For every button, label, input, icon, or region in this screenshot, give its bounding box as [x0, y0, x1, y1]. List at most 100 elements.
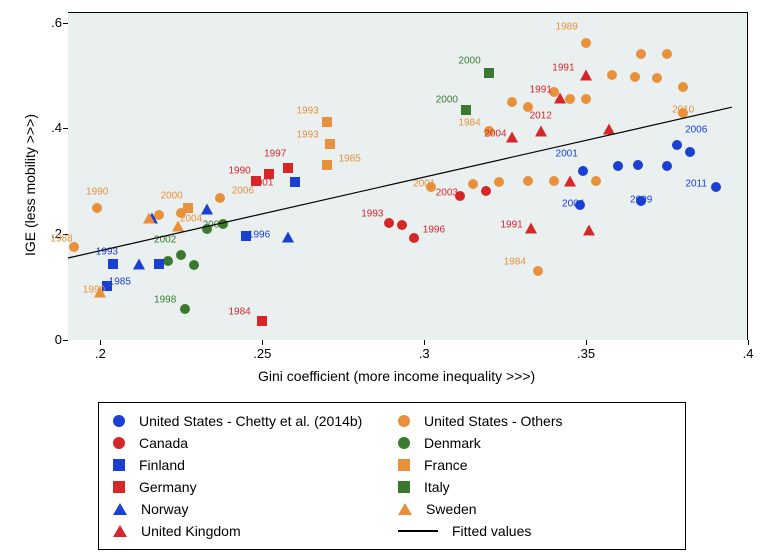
data-point — [409, 233, 419, 243]
data-point — [325, 139, 335, 149]
legend-item: Fitted values — [398, 521, 671, 541]
legend-item: France — [398, 455, 671, 475]
legend-label: Italy — [424, 479, 450, 495]
legend-item: Finland — [113, 455, 386, 475]
data-point — [662, 161, 672, 171]
data-point — [633, 160, 643, 170]
legend-label: Sweden — [426, 501, 477, 517]
data-point — [264, 169, 274, 179]
x-tick-label: .25 — [242, 346, 282, 361]
data-point — [565, 94, 575, 104]
data-point — [69, 242, 79, 252]
legend-item: United Kingdom — [113, 521, 386, 541]
y-tick-label: .6 — [32, 15, 62, 30]
data-point — [481, 186, 491, 196]
data-point — [711, 182, 721, 192]
data-point — [215, 193, 225, 203]
data-point — [426, 182, 436, 192]
data-point — [218, 219, 228, 229]
legend-label: Germany — [139, 479, 197, 495]
data-point — [484, 126, 494, 136]
data-point — [172, 221, 184, 232]
data-point — [662, 49, 672, 59]
x-tick-label: .35 — [566, 346, 606, 361]
data-point — [581, 38, 591, 48]
data-point — [685, 147, 695, 157]
legend-marker-icon — [113, 437, 125, 449]
data-point — [176, 250, 186, 260]
legend-item: United States - Others — [398, 411, 671, 431]
data-point — [282, 231, 294, 242]
data-point — [180, 304, 190, 314]
x-tick-label: .3 — [404, 346, 444, 361]
data-point — [461, 105, 471, 115]
data-point — [535, 126, 547, 137]
legend-label: United States - Others — [424, 413, 563, 429]
data-point — [630, 72, 640, 82]
data-point — [154, 259, 164, 269]
data-point — [384, 218, 394, 228]
legend-marker-icon — [113, 459, 125, 471]
data-point — [202, 224, 212, 234]
data-point — [241, 231, 251, 241]
data-point — [133, 259, 145, 270]
data-point — [672, 140, 682, 150]
data-point — [554, 92, 566, 103]
legend-label: United States - Chetty et al. (2014b) — [139, 413, 362, 429]
data-point — [468, 179, 478, 189]
legend-marker-icon — [113, 525, 127, 537]
y-tick-label: .4 — [32, 120, 62, 135]
legend-item: Germany — [113, 477, 386, 497]
data-point — [322, 160, 332, 170]
data-point — [201, 203, 213, 214]
legend: United States - Chetty et al. (2014b) Uni… — [98, 402, 686, 550]
data-point — [397, 220, 407, 230]
data-point — [322, 117, 332, 127]
legend-marker-icon — [113, 415, 125, 427]
data-point — [108, 259, 118, 269]
data-point — [564, 176, 576, 187]
data-point — [533, 266, 543, 276]
legend-item: United States - Chetty et al. (2014b) — [113, 411, 386, 431]
scatter-chart: IGE (less mobility >>>) Gini coefficient… — [0, 0, 768, 559]
x-axis-label: Gini coefficient (more income inequality… — [258, 368, 535, 384]
legend-label: Norway — [141, 501, 188, 517]
data-point — [578, 166, 588, 176]
data-point — [549, 176, 559, 186]
data-point — [607, 70, 617, 80]
legend-item: Sweden — [398, 499, 671, 519]
legend-marker-icon — [113, 481, 125, 493]
data-point — [575, 200, 585, 210]
legend-label: United Kingdom — [141, 523, 241, 539]
data-point — [523, 102, 533, 112]
data-point — [523, 176, 533, 186]
data-point — [189, 260, 199, 270]
data-point — [92, 203, 102, 213]
data-point — [583, 224, 595, 235]
legend-marker-icon — [398, 437, 410, 449]
y-tick-label: 0 — [32, 332, 62, 347]
data-point — [636, 196, 646, 206]
legend-item: Canada — [113, 433, 386, 453]
data-point — [613, 161, 623, 171]
plot-area — [68, 12, 748, 340]
data-point — [290, 177, 300, 187]
data-point — [94, 287, 106, 298]
x-tick-label: .4 — [728, 346, 768, 361]
data-point — [257, 316, 267, 326]
data-point — [143, 213, 155, 224]
data-point — [163, 256, 173, 266]
data-point — [455, 191, 465, 201]
data-point — [603, 124, 615, 135]
data-point — [678, 82, 688, 92]
legend-item: Denmark — [398, 433, 671, 453]
legend-marker-icon — [113, 503, 127, 515]
data-point — [251, 176, 261, 186]
legend-label: Fitted values — [452, 523, 531, 539]
data-point — [283, 163, 293, 173]
data-point — [494, 177, 504, 187]
legend-marker-icon — [398, 459, 410, 471]
legend-marker-icon — [398, 481, 410, 493]
y-tick-label: .2 — [32, 226, 62, 241]
data-point — [652, 73, 662, 83]
